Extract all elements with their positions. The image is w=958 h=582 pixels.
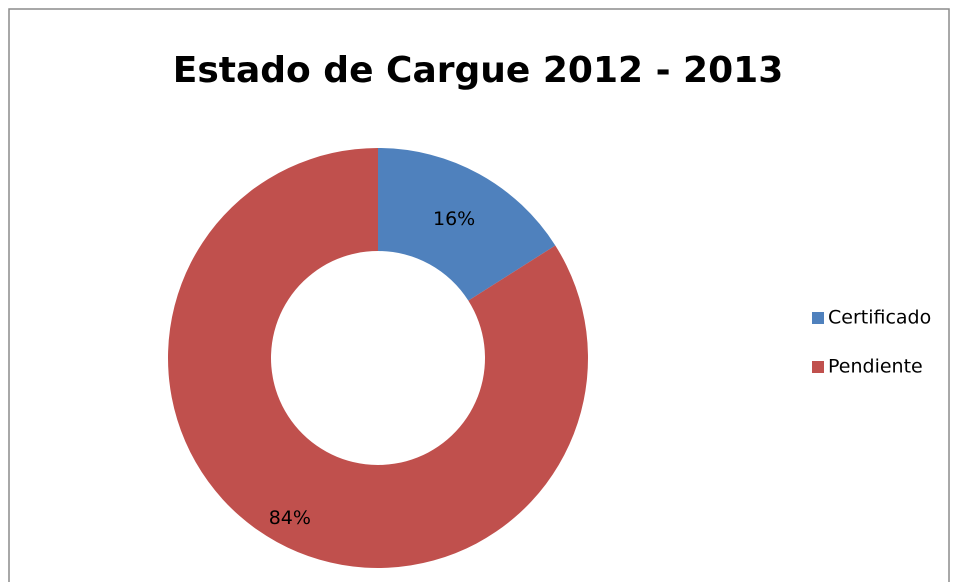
data-label: 84% bbox=[269, 507, 311, 529]
data-label: 16% bbox=[433, 208, 475, 230]
legend-swatch bbox=[812, 361, 824, 373]
legend-swatch bbox=[812, 312, 824, 324]
chart-title: Estado de Cargue 2012 - 2013 bbox=[173, 50, 784, 91]
legend-label: Certificado bbox=[828, 307, 931, 329]
donut-segment bbox=[378, 148, 556, 301]
donut-segment bbox=[167, 148, 589, 568]
legend-label: Pendiente bbox=[828, 356, 923, 378]
